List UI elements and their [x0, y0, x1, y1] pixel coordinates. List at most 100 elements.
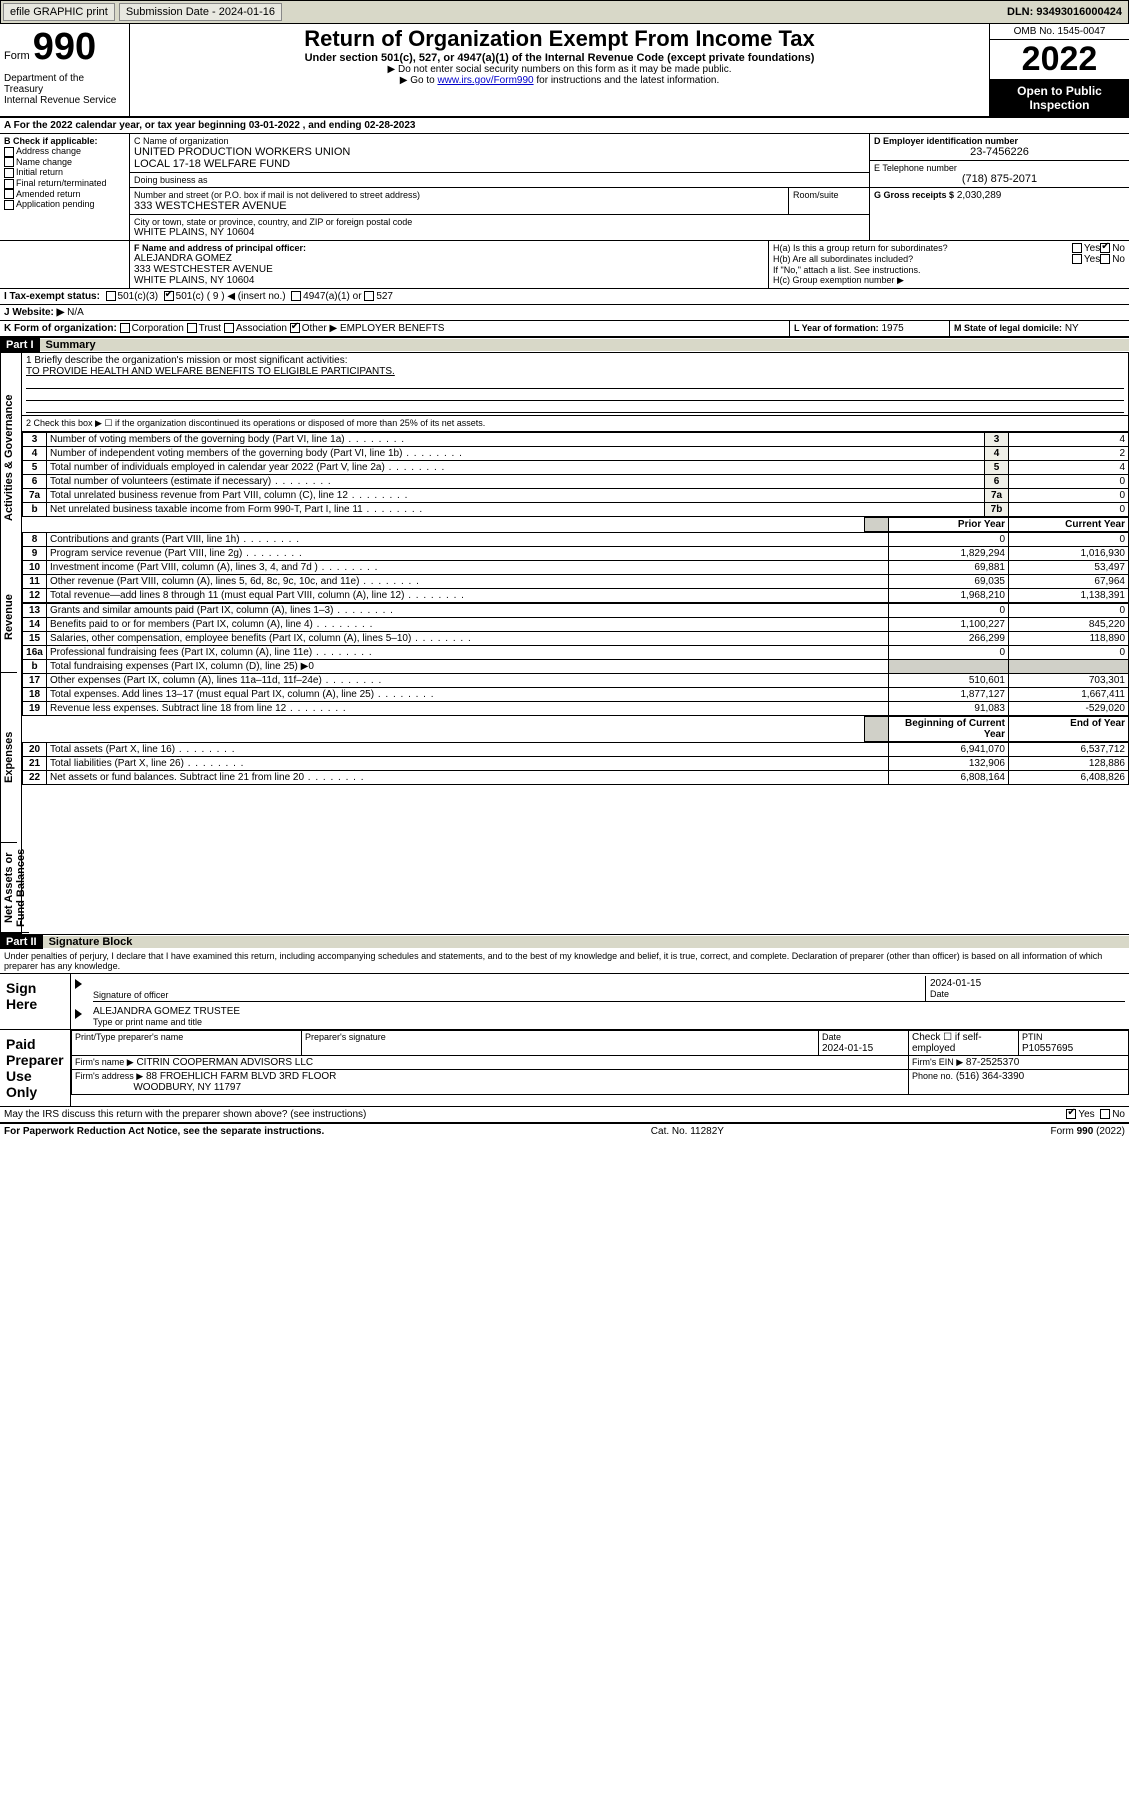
form-subtitle: Under section 501(c), 527, or 4947(a)(1)… [132, 52, 987, 64]
check-assoc[interactable] [224, 323, 234, 333]
ha-yes-label: Yes [1084, 243, 1100, 254]
mission-line-3 [26, 389, 1124, 401]
boy-h: Beginning of Current Year [889, 717, 1009, 742]
revenue-table: 8Contributions and grants (Part VIII, li… [22, 532, 1129, 603]
name-label: C Name of organization [134, 136, 865, 146]
hb-no-label: No [1112, 254, 1125, 265]
check-corp[interactable] [120, 323, 130, 333]
part2-title: Signature Block [43, 936, 1129, 948]
form-title: Return of Organization Exempt From Incom… [132, 26, 987, 52]
typed-name: ALEJANDRA GOMEZ TRUSTEE [93, 1006, 1125, 1017]
submission-date: Submission Date - 2024-01-16 [119, 3, 282, 21]
room-label: Room/suite [793, 190, 865, 200]
entity-block: B Check if applicable: Address change Na… [0, 134, 1129, 241]
other-value: EMPLOYER BENEFTS [340, 323, 444, 334]
phone-label: E Telephone number [874, 163, 1125, 173]
prep-sig-h: Preparer's signature [305, 1032, 386, 1042]
q1-value: TO PROVIDE HEALTH AND WELFARE BENEFITS T… [26, 366, 1124, 377]
check-app-pending[interactable] [4, 200, 14, 210]
label-other: Other ▶ [302, 323, 337, 334]
check-final-return[interactable] [4, 179, 14, 189]
check-self: Check ☐ if self-employed [909, 1031, 1019, 1056]
ptin-value: P10557695 [1022, 1043, 1073, 1054]
label-amended: Amended return [16, 189, 81, 199]
q2-text: 2 Check this box ▶ ☐ if the organization… [22, 416, 1129, 432]
department: Department of the Treasury Internal Reve… [4, 69, 125, 106]
may-discuss-row: May the IRS discuss this return with the… [0, 1107, 1129, 1123]
ha-yes[interactable] [1072, 243, 1082, 253]
instr2-pre: ▶ Go to [400, 75, 438, 86]
part2-header: Part II [0, 935, 43, 949]
form-word: Form [4, 50, 30, 62]
sig-date-label: Date [930, 989, 1121, 999]
tax-year: 2022 [990, 40, 1129, 80]
form-number: 990 [33, 26, 96, 68]
side-governance: Activities & Governance [1, 353, 17, 563]
form-header: Form 990 Department of the Treasury Inte… [0, 24, 1129, 118]
label-final-return: Final return/terminated [16, 178, 107, 188]
street-value: 333 WESTCHESTER AVENUE [134, 200, 784, 212]
irs-link[interactable]: www.irs.gov/Form990 [437, 75, 533, 86]
hb-label: H(b) Are all subordinates included? [773, 254, 1072, 265]
gross-value: 2,030,289 [957, 190, 1002, 201]
paid-preparer-label: Paid Preparer Use Only [0, 1030, 70, 1106]
check-other[interactable] [290, 323, 300, 333]
footer-left: For Paperwork Reduction Act Notice, see … [4, 1126, 324, 1137]
ein-value: 23-7456226 [874, 146, 1125, 158]
may-no[interactable] [1100, 1109, 1110, 1119]
firm-name-l: Firm's name ▶ [75, 1057, 134, 1067]
check-527[interactable] [364, 291, 374, 301]
may-no-label: No [1112, 1109, 1125, 1120]
label-initial-return: Initial return [16, 167, 63, 177]
summary-block: Activities & Governance Revenue Expenses… [0, 352, 1129, 934]
firm-addr-l: Firm's address ▶ [75, 1071, 143, 1081]
instr-2: ▶ Go to www.irs.gov/Form990 for instruct… [132, 75, 987, 86]
instr2-post: for instructions and the latest informat… [534, 75, 720, 86]
firm-addr2: WOODBURY, NY 11797 [133, 1082, 241, 1093]
sign-here-label: Sign Here [0, 974, 70, 1029]
ha-label: H(a) Is this a group return for subordin… [773, 243, 1072, 254]
prep-date: 2024-01-15 [822, 1043, 873, 1054]
label-address-change: Address change [16, 146, 81, 156]
ha-no[interactable] [1100, 243, 1110, 253]
q1-label: 1 Briefly describe the organization's mi… [26, 355, 1124, 366]
f-h-block: F Name and address of principal officer:… [0, 241, 1129, 289]
side-expenses: Expenses [1, 673, 17, 843]
check-amended[interactable] [4, 189, 14, 199]
check-501c[interactable] [164, 291, 174, 301]
check-address-change[interactable] [4, 147, 14, 157]
part1-header-row: Part I Summary [0, 337, 1129, 352]
firm-addr1: 88 FROEHLICH FARM BLVD 3RD FLOOR [146, 1071, 336, 1082]
firm-phone: (516) 364-3390 [956, 1071, 1024, 1082]
officer-addr2: WHITE PLAINS, NY 10604 [134, 275, 764, 286]
website-value: N/A [67, 307, 84, 318]
city-label: City or town, state or province, country… [134, 217, 865, 227]
org-name: UNITED PRODUCTION WORKERS UNION LOCAL 17… [134, 146, 865, 170]
ein-label: D Employer identification number [874, 136, 1125, 146]
ptin-h: PTIN [1022, 1032, 1043, 1042]
label-501c: 501(c) ( 9 ) ◀ (insert no.) [176, 291, 286, 302]
label-corp: Corporation [132, 323, 184, 334]
preparer-table: Print/Type preparer's name Preparer's si… [71, 1030, 1129, 1095]
gross-label: G Gross receipts $ [874, 190, 954, 200]
label-app-pending: Application pending [16, 199, 95, 209]
l-label: L Year of formation: [794, 323, 879, 333]
check-trust[interactable] [187, 323, 197, 333]
check-initial-return[interactable] [4, 168, 14, 178]
k-label: K Form of organization: [4, 323, 117, 334]
check-4947[interactable] [291, 291, 301, 301]
street-label: Number and street (or P.O. box if mail i… [134, 190, 784, 200]
check-name-change[interactable] [4, 157, 14, 167]
page-footer: For Paperwork Reduction Act Notice, see … [0, 1123, 1129, 1139]
hb-no[interactable] [1100, 254, 1110, 264]
mission-line-2 [26, 377, 1124, 389]
part1-title: Summary [40, 339, 1129, 351]
may-yes[interactable] [1066, 1109, 1076, 1119]
officer-addr1: 333 WESTCHESTER AVENUE [134, 264, 764, 275]
may-yes-label: Yes [1078, 1109, 1094, 1120]
efile-button[interactable]: efile GRAPHIC print [3, 3, 115, 21]
hb-yes[interactable] [1072, 254, 1082, 264]
city-value: WHITE PLAINS, NY 10604 [134, 227, 865, 238]
check-501c3[interactable] [106, 291, 116, 301]
hb-yes-label: Yes [1084, 254, 1100, 265]
